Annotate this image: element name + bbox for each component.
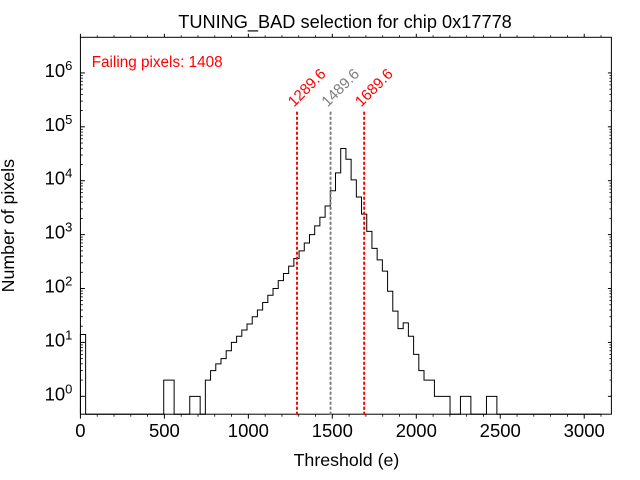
svg-text:500: 500 [149,420,180,441]
svg-text:1500: 1500 [312,420,353,441]
svg-text:Number of pixels: Number of pixels [0,159,18,293]
svg-text:105: 105 [45,111,73,135]
svg-text:104: 104 [45,165,73,189]
svg-text:1000: 1000 [228,420,269,441]
svg-text:Failing pixels: 1408: Failing pixels: 1408 [92,54,223,71]
svg-text:Threshold (e): Threshold (e) [294,450,400,470]
svg-text:103: 103 [45,219,73,243]
svg-text:2000: 2000 [396,420,437,441]
svg-text:101: 101 [45,327,73,351]
svg-text:0: 0 [75,420,85,441]
svg-text:106: 106 [45,57,73,81]
svg-text:TUNING_BAD selection for chip: TUNING_BAD selection for chip 0x17778 [178,12,512,33]
svg-text:100: 100 [45,381,73,405]
svg-text:3000: 3000 [564,420,605,441]
svg-text:2500: 2500 [480,420,521,441]
svg-text:102: 102 [45,273,73,297]
